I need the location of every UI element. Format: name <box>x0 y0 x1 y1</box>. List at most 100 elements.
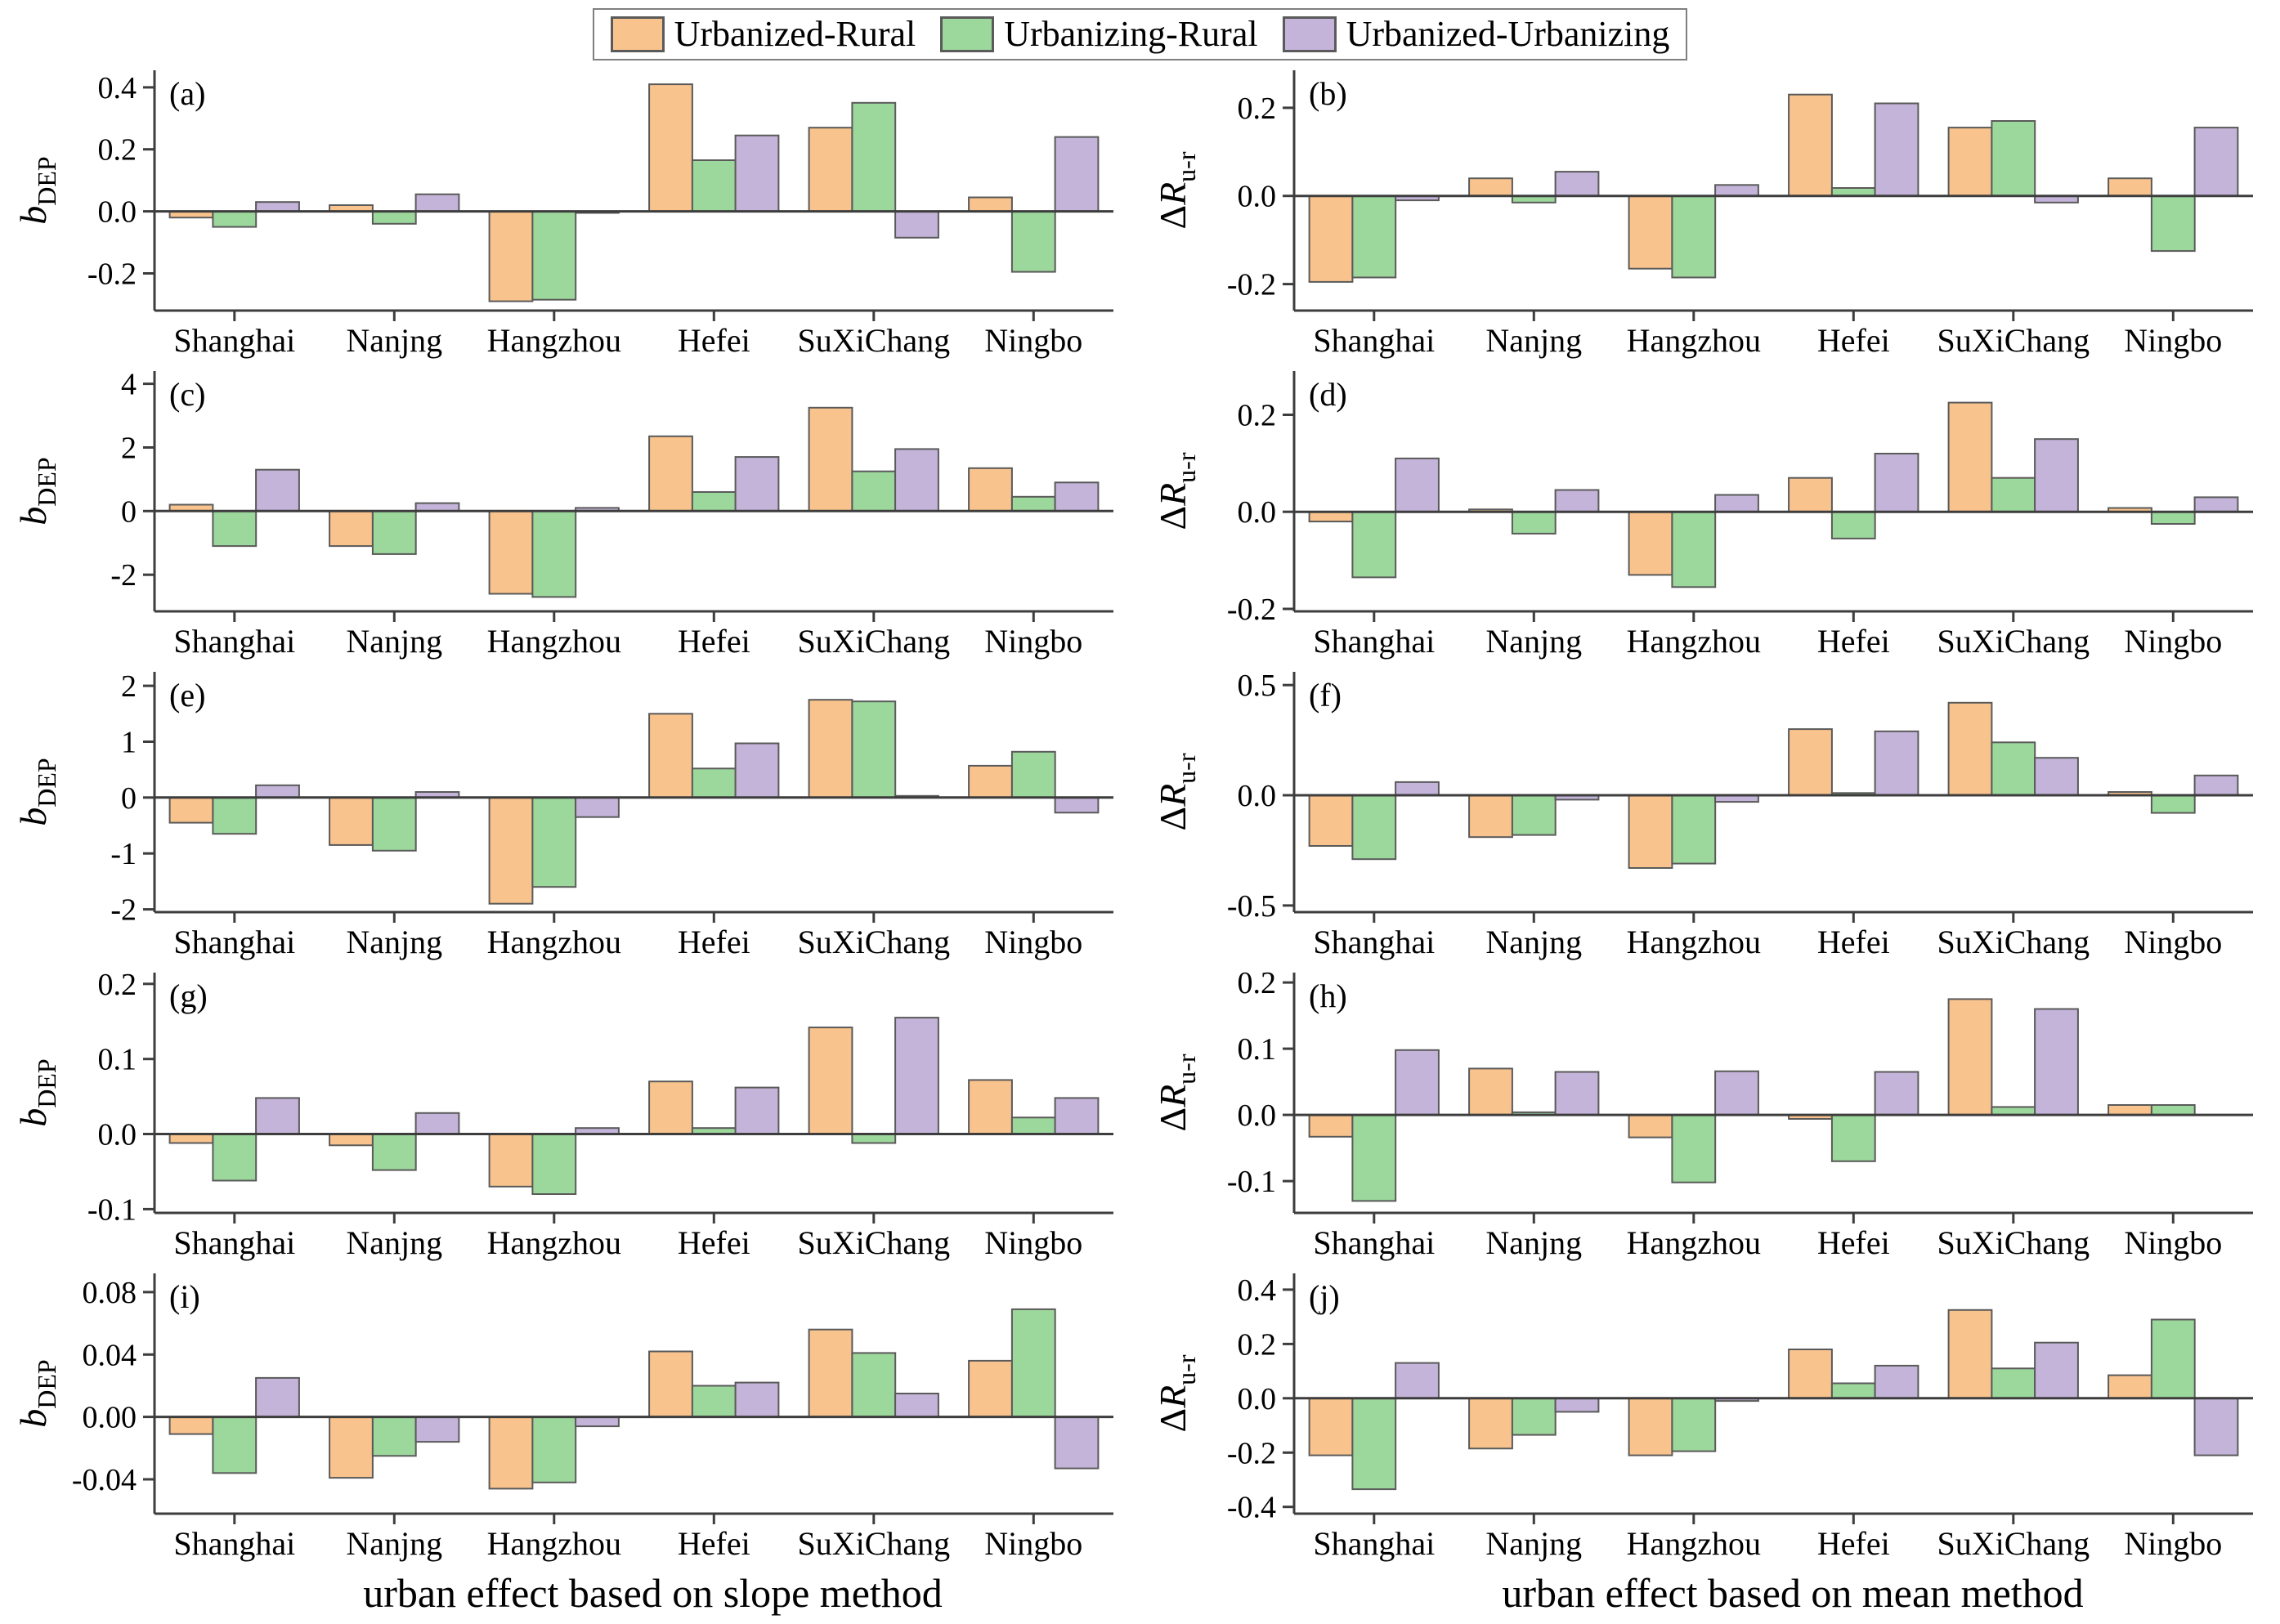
panel-letter-f: (f) <box>1309 677 1342 714</box>
panel-g: 0.2 0.1 0.0 -0.1 Shanghai Nanjng Hangzhou Hefei… <box>11 963 1151 1264</box>
y-axis-label-b: ΔRu-r <box>1152 151 1201 229</box>
bar-b-Nanjng-s2 <box>1554 171 1600 197</box>
bar-d-Hefei-s0 <box>1788 476 1833 513</box>
bar-h-Hangzhou-s0 <box>1628 1114 1673 1139</box>
bar-i-Ningbo-s1 <box>1010 1308 1056 1418</box>
x-tick-label-Nanjng: Nanjng <box>346 924 442 960</box>
bar-b-Ningbo-s1 <box>2150 195 2196 253</box>
bar-c-Ningbo-s0 <box>968 467 1013 512</box>
y-tick-label: -2 <box>110 558 137 593</box>
x-tick-label-SuXiChang: SuXiChang <box>797 924 950 960</box>
panel-f: 0.5 0.0 -0.5 Shanghai Nanjng Hangzhou Hefei SuX… <box>1151 662 2280 963</box>
chart-panel-h: 0.2 0.1 0.0 -0.1 Shanghai Nanjng Hangzhou Hefei… <box>1152 966 2253 1261</box>
chart-panel-d: 0.2 0.0 -0.2 Shanghai Nanjng Hangzhou Hefei SuX… <box>1152 371 2253 660</box>
bar-h-Shanghai-s1 <box>1351 1114 1397 1202</box>
y-axis-label-g: bDEP <box>12 1058 61 1126</box>
bar-h-Hefei-s1 <box>1830 1114 1876 1162</box>
bar-f-SuXiChang-s0 <box>1947 701 1993 797</box>
bar-a-Ningbo-s0 <box>968 196 1013 213</box>
bar-e-Hefei-s1 <box>691 767 737 799</box>
bar-b-Nanjng-s0 <box>1468 177 1513 197</box>
panel-letter-a: (a) <box>169 75 205 112</box>
bar-h-Nanjng-s2 <box>1554 1071 1600 1116</box>
bar-j-Nanjng-s2 <box>1554 1397 1600 1413</box>
bar-g-Shanghai-s2 <box>255 1097 300 1135</box>
y-axis-label-e: bDEP <box>12 758 61 825</box>
bar-g-Shanghai-s1 <box>212 1133 258 1182</box>
bar-h-Ningbo-s1 <box>2150 1104 2196 1116</box>
bar-a-SuXiChang-s2 <box>894 210 939 239</box>
x-tick-label-Ningbo: Ningbo <box>2124 1525 2222 1562</box>
x-tick-label-Hefei: Hefei <box>678 623 750 660</box>
bar-b-Shanghai-s1 <box>1351 195 1397 279</box>
x-tick-label-SuXiChang: SuXiChang <box>797 322 950 359</box>
panel-letter-b: (b) <box>1309 75 1347 112</box>
bar-c-SuXiChang-s0 <box>808 406 853 512</box>
bar-j-Hefei-s1 <box>1830 1382 1876 1399</box>
chart-panel-i: 0.08 0.04 0.00 -0.04 Shanghai Nanjng Hangzhou H… <box>12 1273 1113 1562</box>
bar-d-SuXiChang-s0 <box>1947 401 1993 513</box>
bar-b-SuXiChang-s1 <box>1991 120 2036 197</box>
x-tick-label-Nanjng: Nanjng <box>346 1525 442 1562</box>
chart-panel-g: 0.2 0.1 0.0 -0.1 Shanghai Nanjng Hangzhou Hefei… <box>12 968 1113 1261</box>
bar-e-Hangzhou-s0 <box>488 796 534 905</box>
bar-h-Hangzhou-s1 <box>1671 1114 1717 1183</box>
y-tick-label: -2 <box>110 893 137 928</box>
y-axis-label-j: ΔRu-r <box>1152 1354 1201 1432</box>
bar-i-Ningbo-s2 <box>1054 1416 1100 1470</box>
x-tick-label-Nanjng: Nanjng <box>346 322 442 359</box>
x-tick-label-Nanjng: Nanjng <box>1485 1525 1582 1562</box>
legend-item-urbanized-urbanizing: Urbanized-Urbanizing <box>1282 16 1669 52</box>
y-tick-label: -0.4 <box>1227 1491 1276 1525</box>
charts-grid: 0.4 0.2 0.0 -0.2 Shanghai Nanjng Hangzhou Hefei… <box>0 60 2280 1564</box>
bar-j-SuXiChang-s2 <box>2034 1341 2079 1399</box>
y-tick-label: 2 <box>121 669 137 704</box>
x-tick-label-SuXiChang: SuXiChang <box>1937 322 2090 359</box>
bar-h-Shanghai-s2 <box>1395 1049 1440 1116</box>
bar-i-Hefei-s1 <box>691 1385 737 1418</box>
y-tick-label: 0.0 <box>1238 1098 1277 1133</box>
y-tick-label: -0.2 <box>1227 593 1276 627</box>
chart-panel-f: 0.5 0.0 -0.5 Shanghai Nanjng Hangzhou Hefei SuX… <box>1152 669 2253 960</box>
bar-e-Shanghai-s2 <box>255 784 300 799</box>
x-tick-label-Hefei: Hefei <box>678 924 750 960</box>
bar-j-Ningbo-s0 <box>2108 1374 2152 1399</box>
y-tick-label: 0.4 <box>1238 1273 1277 1308</box>
x-tick-label-Shanghai: Shanghai <box>1313 1224 1435 1261</box>
bar-g-Nanjng-s2 <box>414 1112 460 1135</box>
x-tick-label-Ningbo: Ningbo <box>984 623 1082 660</box>
bar-c-Hefei-s1 <box>691 491 737 512</box>
bar-j-Shanghai-s2 <box>1395 1362 1440 1399</box>
bar-e-Ningbo-s0 <box>968 764 1013 799</box>
x-tick-label-Hangzhou: Hangzhou <box>1627 1525 1761 1562</box>
y-tick-label: -0.2 <box>1227 1436 1276 1470</box>
bar-d-SuXiChang-s2 <box>2034 438 2079 513</box>
bar-f-Hangzhou-s0 <box>1628 794 1673 869</box>
bar-a-Ningbo-s2 <box>1054 136 1100 213</box>
x-tick-label-Shanghai: Shanghai <box>1313 1525 1435 1562</box>
bar-a-Nanjng-s1 <box>371 210 417 225</box>
legend-item-urbanized-rural: Urbanized-Rural <box>610 16 916 52</box>
legend: Urbanized-Rural Urbanizing-Rural Urbaniz… <box>592 8 1688 60</box>
bar-c-Ningbo-s1 <box>1010 495 1056 512</box>
bar-f-SuXiChang-s1 <box>1991 741 2036 796</box>
bar-j-SuXiChang-s1 <box>1991 1367 2036 1399</box>
y-tick-label: 0.2 <box>1238 399 1277 433</box>
bar-a-SuXiChang-s1 <box>851 101 897 213</box>
bar-i-Ningbo-s0 <box>968 1359 1013 1418</box>
panel-letter-i: (i) <box>169 1278 200 1315</box>
x-tick-label-Shanghai: Shanghai <box>1313 623 1435 660</box>
x-tick-label-Ningbo: Ningbo <box>2124 623 2222 660</box>
chart-panel-b: 0.2 0.0 -0.2 Shanghai Nanjng Hangzhou Hefei SuX… <box>1152 70 2253 359</box>
bar-i-Hangzhou-s0 <box>488 1416 534 1490</box>
bar-a-Ningbo-s1 <box>1010 210 1056 273</box>
bar-i-SuXiChang-s2 <box>894 1393 939 1418</box>
x-tick-label-Shanghai: Shanghai <box>173 1224 295 1261</box>
bar-d-Hangzhou-s2 <box>1714 494 1759 513</box>
legend-label: Urbanizing-Rural <box>1004 14 1258 54</box>
y-tick-label: -1 <box>110 837 137 871</box>
x-tick-label-Ningbo: Ningbo <box>984 1224 1082 1261</box>
y-axis-label-f: ΔRu-r <box>1152 753 1201 830</box>
bar-b-Hangzhou-s1 <box>1671 195 1717 279</box>
y-tick-label: -0.5 <box>1227 889 1276 924</box>
